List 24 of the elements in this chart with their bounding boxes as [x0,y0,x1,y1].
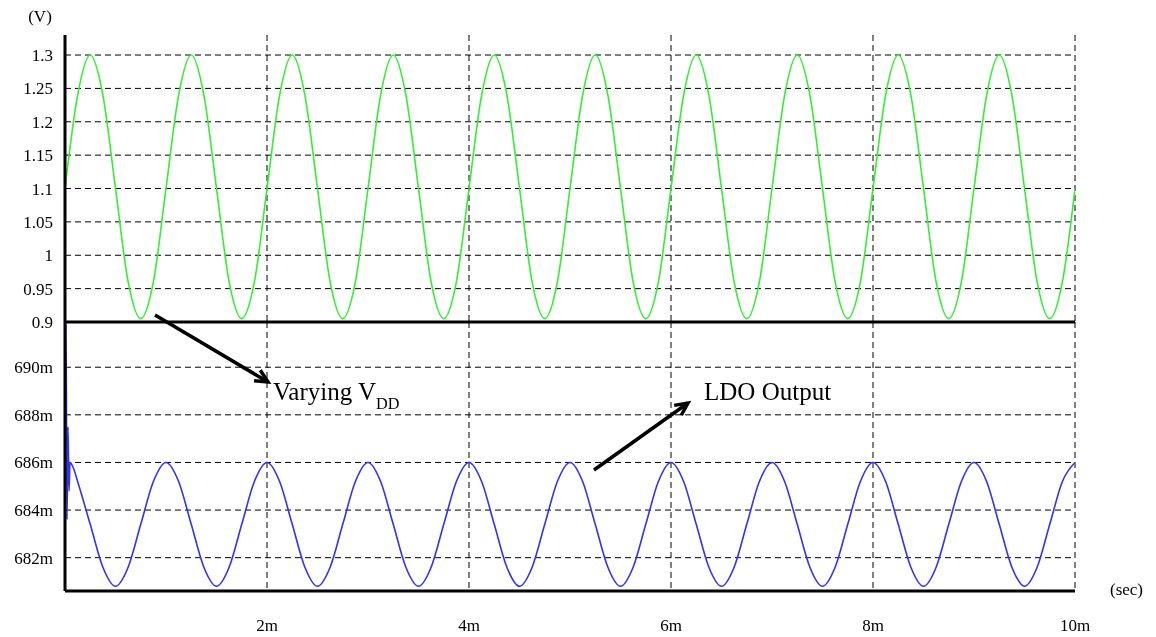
line-series [65,54,1075,320]
y-tick-label: 682m [14,548,53,568]
x-tick-label: 10m [1059,616,1091,636]
x-axis-title: (sec) [1110,580,1144,599]
y-tick-label: 686m [14,453,53,473]
y-tick-label: 1.2 [31,112,53,132]
y-tick-label: 690m [14,358,53,378]
y-axis-title: (V) [28,7,52,26]
y-tick-label: 1.1 [31,179,53,199]
y-tick-label: 0.9 [31,313,53,333]
y-tick-label: 1 [44,246,53,266]
y-tick-label: 0.95 [23,279,53,299]
x-tick-label: 8m [862,616,884,636]
y-tick-label: 688m [14,405,53,425]
x-tick-label: 2m [256,616,278,636]
y-tick-label: 684m [14,501,53,521]
x-tick-label: 6m [660,616,682,636]
y-tick-label: 1.3 [31,46,53,66]
y-tick-label: 1.15 [23,146,53,166]
annotation: Varying V$_{DD}$ [273,378,400,413]
y-tick-label: 1.05 [23,212,53,232]
annotation: LDO Output [704,378,832,405]
y-tick-label: 1.25 [23,79,53,99]
x-tick-label: 4m [458,616,480,636]
